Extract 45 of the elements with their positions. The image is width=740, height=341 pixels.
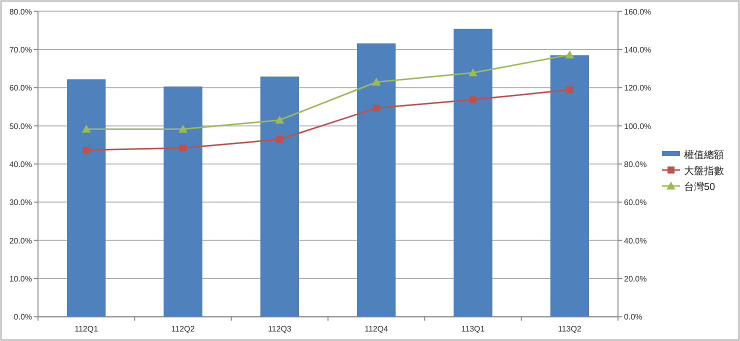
bar [357,43,396,317]
legend-label: 大盤指數 [684,165,724,177]
point [82,146,90,154]
point [468,68,478,76]
x-tick-label: 112Q3 [268,324,292,334]
y2-tick-label: 60.0% [624,198,647,208]
point [372,104,380,112]
point [565,50,574,58]
y2-tick-label: 140.0% [624,45,652,54]
bar [550,55,589,317]
x-tick-label: 112Q4 [364,324,389,334]
y-tick-label: 60.0% [9,84,32,93]
point [82,124,91,133]
x-tick-label: 113Q2 [558,324,582,334]
y-tick-label: 70.0% [9,45,32,54]
point [275,116,284,124]
x-tick-label: 112Q1 [74,324,99,334]
legend-label: 權值總額 [684,149,724,161]
bar [454,28,492,317]
legend-label: 台灣50 [684,181,716,193]
bar [260,76,299,317]
y2-tick-label: 160.0% [624,7,652,16]
point [470,96,476,104]
y2-tick-label: 40.0% [624,236,647,246]
y-tick-label: 0.0% [14,312,32,322]
y-tick-label: 30.0% [9,198,32,208]
x-tick-label: 113Q1 [461,324,486,334]
y2-tick-label: 120.0% [624,84,652,93]
y-tick-label: 40.0% [9,160,32,169]
point [276,136,284,143]
y2-tick-label: 80.0% [624,160,647,169]
point [180,144,186,152]
point [566,86,574,94]
bar [164,86,202,317]
point [178,124,188,133]
bar [67,79,106,317]
y2-tick-label: 0.0% [624,312,642,322]
y-tick-label: 80.0% [9,7,32,16]
y2-tick-label: 20.0% [624,274,647,284]
y-tick-label: 10.0% [9,274,32,284]
y-tick-label: 20.0% [9,236,32,246]
x-tick-label: 112Q2 [171,324,196,334]
point [372,78,381,86]
y-tick-label: 50.0% [9,122,32,131]
y2-tick-label: 100.0% [624,122,652,131]
